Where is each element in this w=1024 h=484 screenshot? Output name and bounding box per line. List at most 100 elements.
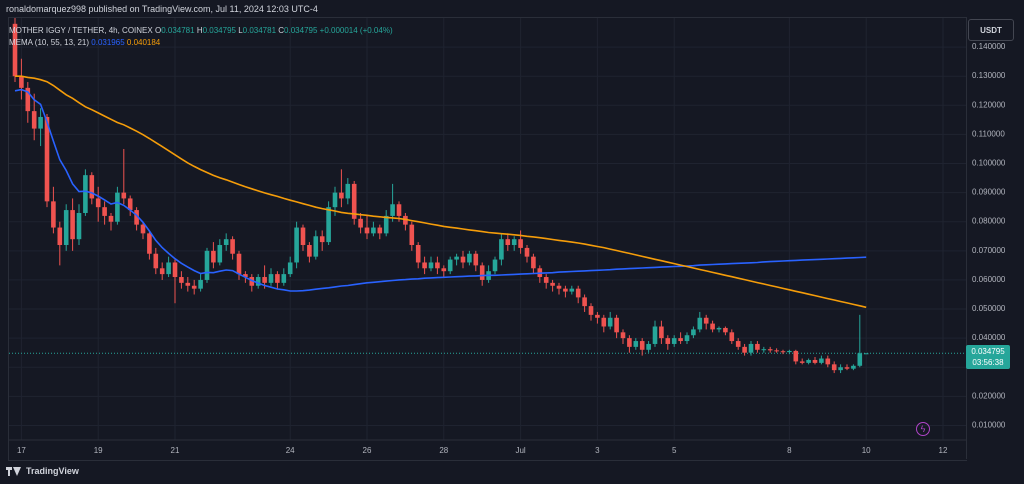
candle-body	[582, 297, 587, 307]
candle-body	[473, 253, 479, 266]
chart-pane[interactable]: 17 19 21 24 26 28 Jul 3 5 8 10 12	[8, 17, 967, 461]
candle-body	[620, 332, 626, 339]
ema-fast-line	[14, 88, 867, 292]
y-tick-label: 0.140000	[972, 42, 1006, 51]
candle-body	[345, 183, 351, 199]
candle-body	[339, 192, 344, 199]
candle-body	[505, 239, 511, 246]
candle-body	[684, 335, 690, 342]
candle-body	[492, 259, 498, 272]
candle-body	[607, 317, 613, 327]
price-chart[interactable]: 17 19 21 24 26 28 Jul 3 5 8 10 12	[9, 18, 967, 460]
price-axis-labels: 0.0100000.0200000.0300000.0400000.050000…	[972, 42, 1006, 429]
candle-body	[511, 239, 517, 246]
candle-body	[646, 343, 651, 350]
candle-body	[659, 326, 664, 339]
bar-countdown: 03:56:38	[972, 358, 1004, 368]
lightning-icon[interactable]: ϟ	[916, 422, 930, 436]
candle-body	[543, 277, 549, 283]
candle-body	[441, 268, 447, 272]
candle-body	[812, 359, 818, 363]
candle-body	[403, 215, 408, 225]
candle-body	[729, 332, 735, 342]
candle-body	[121, 192, 127, 199]
y-tick-label: 0.020000	[972, 391, 1006, 400]
last-price-tag: 0.034795 03:56:38	[966, 345, 1010, 370]
candle-body	[563, 288, 568, 292]
y-tick-label: 0.110000	[972, 129, 1005, 138]
candle-body	[172, 262, 178, 278]
candle-body	[25, 87, 31, 112]
ema-fast-value: 0.031965	[91, 38, 125, 47]
candle-body	[601, 317, 607, 327]
candle-body	[415, 245, 421, 263]
candle-body	[665, 338, 671, 344]
ohlc-close-label: C	[278, 26, 285, 35]
candle-body	[57, 227, 63, 246]
ohlc-low-label: L	[238, 26, 243, 35]
price-axis[interactable]: 0.0100000.0200000.0300000.0400000.050000…	[966, 17, 1024, 459]
candle-body	[140, 224, 146, 234]
ohlc-high-label: H	[196, 26, 203, 35]
candle-body	[844, 367, 850, 369]
currency-unit-button[interactable]: USDT	[968, 19, 1014, 41]
candle-body	[755, 343, 760, 350]
x-tick-label: Jul	[515, 446, 525, 455]
candle-body	[115, 192, 120, 222]
candle-body	[185, 282, 191, 286]
candle-body	[179, 277, 184, 283]
candle-body	[435, 262, 440, 269]
candle-body	[223, 239, 229, 246]
candle-body	[652, 326, 658, 344]
candle-body	[371, 227, 376, 234]
x-tick-label: 19	[94, 446, 103, 455]
published-line: ronaldomarquez998 published on TradingVi…	[6, 4, 318, 14]
x-tick-label: 17	[17, 446, 26, 455]
candle-body	[159, 268, 165, 275]
candle-body	[761, 349, 767, 351]
candle-body	[211, 250, 216, 263]
candle-body	[326, 207, 331, 243]
candle-body	[204, 250, 210, 280]
x-tick-label: 28	[439, 446, 448, 455]
x-tick-label: 10	[862, 446, 871, 455]
candle-body	[550, 282, 555, 286]
indicator-label[interactable]: MEMA (10, 55, 13, 21)	[9, 38, 90, 47]
candle-body	[268, 274, 274, 283]
candle-body	[383, 215, 389, 234]
brand-name: TradingView	[26, 466, 79, 476]
candle-body	[191, 285, 197, 289]
symbol-label[interactable]: MOTHER IGGY / TETHER, 4h, COINEX	[9, 26, 153, 35]
candle-body	[799, 361, 805, 363]
candle-body	[358, 218, 363, 228]
candle-body	[19, 76, 24, 88]
candle-body	[275, 274, 280, 283]
candle-body	[76, 212, 82, 240]
y-tick-label: 0.060000	[972, 275, 1006, 284]
candle-body	[825, 358, 831, 365]
y-tick-label: 0.080000	[972, 217, 1006, 226]
candle-body	[377, 227, 383, 234]
candle-body	[671, 338, 677, 344]
candle-body	[287, 262, 293, 275]
y-tick-label: 0.100000	[972, 159, 1006, 168]
candle-body	[44, 116, 50, 202]
candle-body	[479, 265, 485, 280]
candle-body	[787, 350, 792, 353]
candle-body	[806, 359, 811, 363]
candle-body	[742, 346, 747, 353]
candle-body	[710, 323, 715, 330]
last-price-value: 0.034795	[971, 347, 1005, 357]
candle-body	[428, 262, 434, 269]
candle-body	[531, 256, 536, 269]
candle-body	[127, 198, 133, 211]
candle-body	[217, 245, 223, 263]
candle-body	[588, 306, 594, 315]
candle-body	[236, 253, 242, 275]
footer-brand: TradingView	[6, 466, 79, 476]
candle-body	[319, 236, 325, 243]
candle-body	[863, 353, 869, 355]
candle-body	[390, 204, 395, 216]
tradingview-logo-icon	[6, 466, 22, 476]
ohlc-high-value: 0.034795	[202, 26, 236, 35]
